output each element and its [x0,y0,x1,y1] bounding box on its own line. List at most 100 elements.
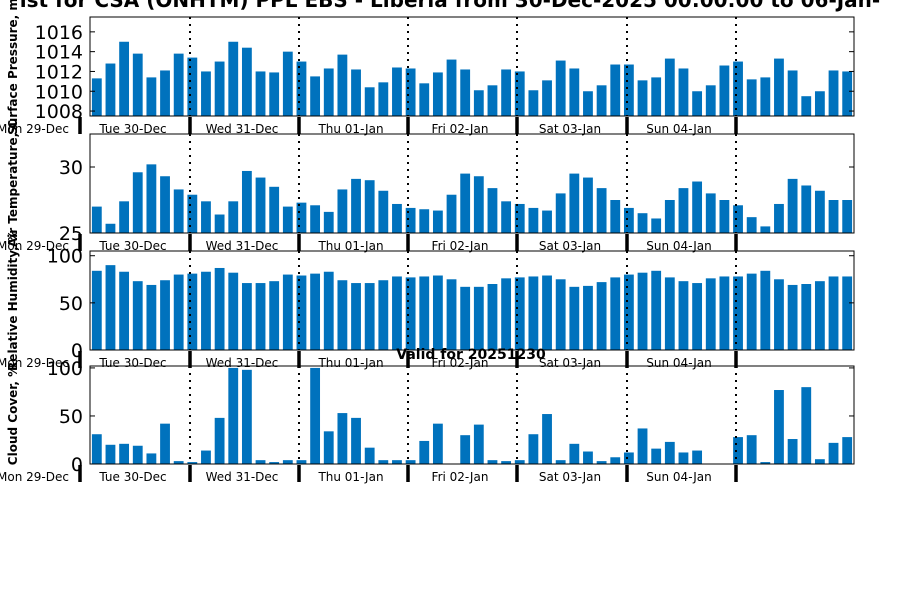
bar [678,188,689,233]
bar [241,369,252,464]
bar [146,284,157,350]
bar [692,450,703,464]
bar [719,200,730,233]
bar [501,69,512,116]
bar [514,460,525,464]
bar [733,61,743,116]
bar [337,54,348,116]
bar [255,283,266,350]
bar [651,77,662,116]
bar [719,276,730,350]
bar [419,440,430,464]
bar [296,61,307,116]
bar [569,286,580,350]
bar [542,80,552,116]
bar [774,390,784,464]
bar [651,218,662,233]
y-tick-label: 50 [59,293,83,315]
bar [746,217,757,233]
bar [610,200,621,233]
bar [774,279,784,350]
x-tick-label: Sun 04-Jan [646,122,711,136]
bar [446,279,457,350]
bar [692,181,703,233]
bar [828,276,839,350]
bar [460,69,471,116]
bar [637,428,648,464]
bar [405,277,416,350]
bar [364,180,375,233]
bar [392,276,402,350]
axes-frame [89,16,855,117]
bar [241,47,252,116]
bar [432,275,443,350]
bar [282,206,293,233]
bar [201,201,211,233]
bar [814,91,825,116]
bar [760,226,771,233]
bar [446,194,457,233]
bar [105,63,116,116]
chart-title: ist for CSA (ONHTM) PPL EBS - Liberia fr… [20,0,880,12]
bar [351,283,361,350]
bar [119,271,130,350]
valid-date-title: Valid for 20251230 [396,347,546,363]
x-tick-label: Sat 03-Jan [539,356,601,370]
bar [91,434,102,464]
bar [610,64,621,116]
x-tick-label: Sun 04-Jan [646,470,711,484]
bar [323,431,334,464]
x-tick-label: Thu 01-Jan [317,470,383,484]
bar [746,273,757,350]
bar [501,201,512,233]
y-tick-label: 50 [59,406,83,428]
bar [664,58,675,116]
bar [405,207,416,233]
bar [501,278,512,350]
bar [637,213,648,233]
bar [828,442,839,464]
bar [623,452,634,464]
bar [392,460,402,464]
bar [241,170,252,233]
bar [173,274,184,350]
bar [173,53,184,116]
bar [814,459,825,464]
bar [542,210,552,233]
bar [473,424,484,464]
bar [473,286,484,350]
bar [487,85,498,116]
bar [733,437,743,464]
axes-frame [89,365,855,465]
y-tick-label: 1014 [35,42,83,64]
bar [801,284,812,350]
x-tick-label: Wed 31-Dec [206,356,279,370]
bar [692,283,703,350]
bar [473,176,484,233]
bar [637,272,648,350]
x-tick-label: Thu 01-Jan [317,239,383,253]
bar [296,275,307,350]
bar [583,177,593,233]
bar [473,90,484,116]
bar [842,71,853,116]
y-axis-label: Relative Humidity, % [6,230,20,371]
bar [378,190,389,233]
y-tick-label: 1010 [35,81,83,103]
bar [610,277,621,350]
bar [173,461,184,464]
bar [269,186,280,233]
x-tick-label: Sun 04-Jan [646,239,711,253]
bar [460,286,471,350]
bar [228,272,239,350]
bar [105,223,116,233]
bar [487,284,498,350]
axes-frame [89,133,855,234]
bar [228,367,239,464]
bar [146,164,157,233]
bar [337,280,348,350]
y-tick-label: 25 [59,223,83,245]
bar [105,444,116,464]
bar [132,445,143,464]
